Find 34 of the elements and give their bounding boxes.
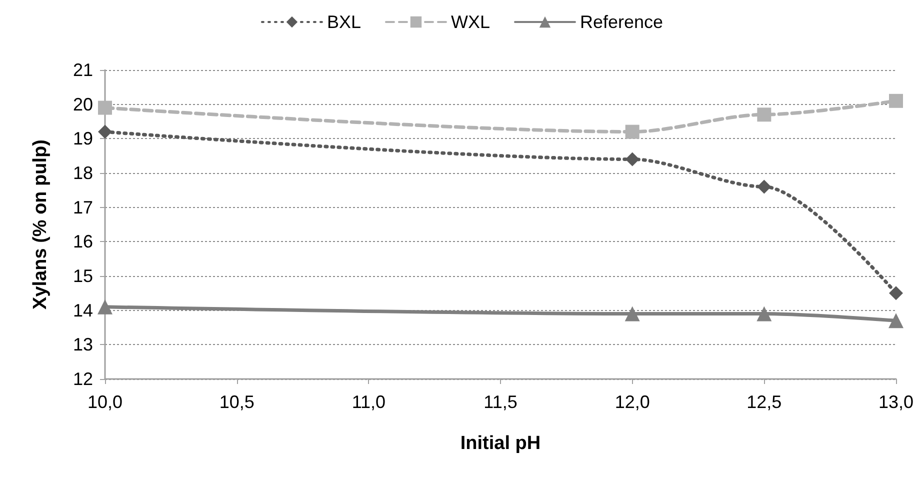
y-tick-label: 20 bbox=[72, 94, 93, 114]
point bbox=[98, 124, 112, 139]
y-tick-label: 18 bbox=[72, 163, 93, 183]
x-tick-label: 11,0 bbox=[352, 392, 386, 412]
point bbox=[98, 299, 112, 314]
point bbox=[625, 124, 640, 139]
y-tick-label: 16 bbox=[72, 232, 93, 252]
y-tick-label: 17 bbox=[72, 197, 93, 218]
x-tick-label: 11,5 bbox=[484, 392, 518, 412]
point bbox=[625, 152, 640, 166]
point bbox=[624, 306, 640, 322]
y-tick-label: 19 bbox=[72, 128, 93, 149]
point bbox=[756, 306, 772, 322]
point bbox=[757, 180, 772, 194]
point bbox=[889, 94, 903, 108]
y-axis-title: Xylans (% on pulp) bbox=[30, 140, 51, 310]
y-tick-label: 12 bbox=[72, 369, 93, 389]
legend-label: Reference bbox=[580, 12, 664, 32]
x-tick-label: 10,0 bbox=[87, 392, 123, 412]
legend-label: BXL bbox=[326, 12, 361, 32]
x-tick-label: 13,0 bbox=[878, 392, 914, 412]
legend-label: WXL bbox=[450, 12, 490, 32]
y-tick-label: 21 bbox=[72, 60, 93, 80]
x-tick-label: 10,5 bbox=[219, 392, 254, 412]
x-tick-label: 12,0 bbox=[614, 392, 650, 412]
point bbox=[889, 286, 903, 300]
x-tick-label: 12,5 bbox=[746, 392, 782, 412]
point bbox=[888, 313, 904, 328]
y-tick-label: 14 bbox=[72, 300, 93, 320]
point bbox=[98, 100, 112, 115]
point bbox=[757, 108, 772, 122]
y-tick-label: 13 bbox=[72, 334, 93, 355]
x-axis-title: Initial pH bbox=[460, 433, 541, 454]
y-tick-label: 15 bbox=[72, 266, 93, 286]
